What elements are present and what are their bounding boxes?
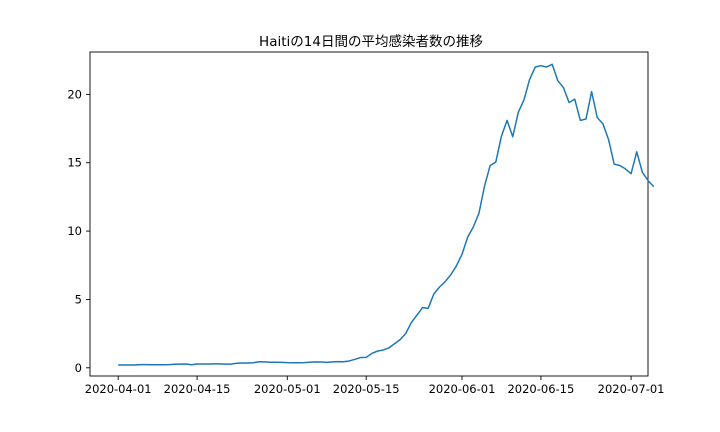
x-tick-label: 2020-06-01 <box>429 382 496 396</box>
x-tick-label: 2020-07-01 <box>598 382 665 396</box>
series-layer <box>118 63 655 366</box>
y-tick-label: 10 <box>67 224 82 238</box>
x-tick-label: 2020-05-01 <box>254 382 321 396</box>
series-line <box>118 63 655 366</box>
x-tick-label: 2020-04-15 <box>164 382 231 396</box>
chart-title: Haitiの14日間の平均感染者数の推移 <box>259 33 483 50</box>
x-tick-label: 2020-05-15 <box>333 382 400 396</box>
x-tick-label: 2020-04-01 <box>85 382 152 396</box>
y-tick-label: 5 <box>75 292 82 306</box>
y-axis: 0 5 10 15 20 <box>67 87 90 375</box>
x-axis: 2020-04-01 2020-04-15 2020-05-01 2020-05-15… <box>85 376 665 396</box>
y-tick-label: 15 <box>67 156 82 170</box>
plot-area <box>89 51 649 377</box>
y-tick-label: 20 <box>67 87 82 101</box>
x-tick-label: 2020-06-15 <box>507 382 574 396</box>
y-tick-label: 0 <box>75 361 82 375</box>
